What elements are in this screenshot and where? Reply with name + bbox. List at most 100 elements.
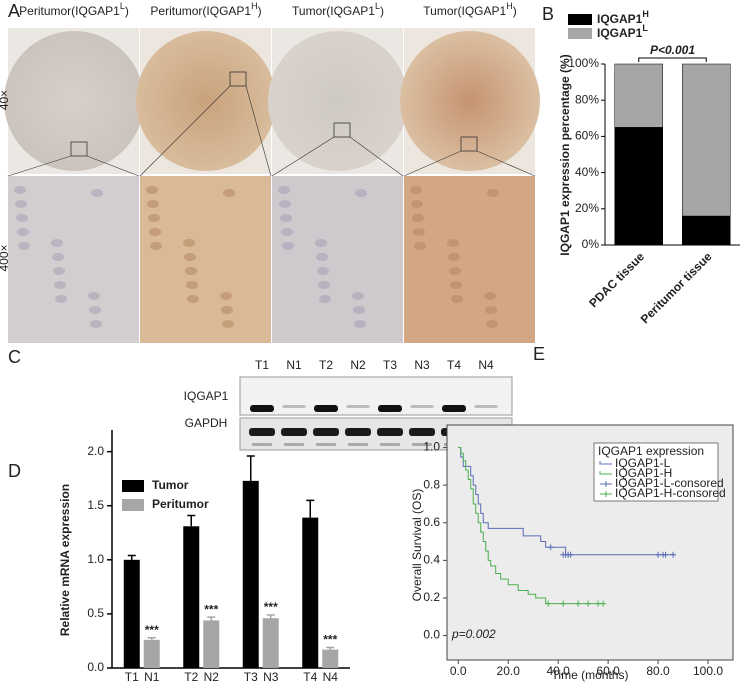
- cell-nucleus: [184, 253, 196, 261]
- blot-band: [378, 405, 402, 412]
- cell-nucleus: [410, 186, 422, 194]
- blot-band: [284, 443, 304, 446]
- magnified-tissue: [404, 176, 535, 343]
- cell-nucleus: [187, 295, 199, 303]
- legend-marker: [600, 481, 612, 487]
- x-tick-label: N3: [263, 670, 279, 684]
- cell-nucleus: [315, 239, 327, 247]
- x-tick-label: 20.0: [497, 664, 521, 678]
- zoom-line: [271, 136, 335, 177]
- cell-nucleus: [447, 239, 459, 247]
- cell-nucleus: [318, 281, 330, 289]
- zoom-box: [70, 141, 88, 157]
- bar: [203, 620, 220, 668]
- cell-nucleus: [220, 292, 232, 300]
- cell-nucleus: [354, 320, 366, 328]
- lane-label: T2: [319, 358, 333, 372]
- legend-label: IQGAP1H: [597, 9, 649, 26]
- significance-label: ***: [204, 602, 218, 616]
- cell-nucleus: [186, 281, 198, 289]
- cell-nucleus: [55, 295, 67, 303]
- blot-band: [348, 443, 368, 446]
- panel-label: D: [8, 461, 21, 481]
- lane-label: N4: [478, 358, 494, 372]
- cell-nucleus: [450, 281, 462, 289]
- row-label: 400×: [0, 244, 11, 271]
- zoom-box: [460, 136, 478, 152]
- y-axis-label: IQGAP1 expression percentage (%): [558, 54, 572, 255]
- column-title: Peritumor(IQGAP1H): [150, 1, 261, 18]
- censor-mark: [575, 600, 582, 607]
- y-tick-label: 0.5: [87, 606, 104, 620]
- x-tick-label: 100.0: [693, 664, 723, 678]
- y-tick-label: 0.6: [423, 515, 440, 529]
- blot-band: [377, 428, 403, 436]
- y-tick-label: 2.0: [87, 444, 104, 458]
- cell-nucleus: [484, 292, 496, 300]
- censor-mark: [547, 544, 554, 551]
- legend-label-part: IQGAP1: [597, 26, 643, 40]
- tissue-core: [136, 31, 276, 171]
- error-bar: [127, 554, 136, 560]
- column-title-part: ): [513, 4, 517, 18]
- x-tick-label: T4: [303, 670, 317, 684]
- significance-label: ***: [323, 633, 337, 647]
- cell-nucleus: [147, 200, 159, 208]
- blot-band: [282, 405, 306, 408]
- bar: [143, 639, 160, 668]
- cell-nucleus: [352, 292, 364, 300]
- y-tick-label: 20%: [575, 201, 599, 215]
- legend-label: IQGAP1-L: [615, 456, 671, 470]
- column-title-part: ): [380, 4, 384, 18]
- cell-nucleus: [149, 228, 161, 236]
- blot-band: [316, 443, 336, 446]
- blot-band: [412, 443, 432, 446]
- row-label: 40×: [0, 90, 11, 110]
- cell-nucleus: [414, 242, 426, 250]
- legend-swatch: [122, 499, 144, 511]
- error-bar: [187, 514, 196, 527]
- legend-marker: [600, 491, 612, 497]
- zoom-line: [349, 136, 404, 177]
- cell-nucleus: [185, 267, 197, 275]
- survival-curve: [458, 447, 676, 556]
- error-bar: [306, 499, 315, 518]
- cell-nucleus: [279, 200, 291, 208]
- cell-nucleus: [14, 186, 26, 194]
- cell-nucleus: [280, 214, 292, 222]
- cell-nucleus: [281, 228, 293, 236]
- legend-label: IQGAP1-H: [615, 466, 672, 480]
- cell-nucleus: [485, 306, 497, 314]
- y-tick-label: 1.5: [87, 498, 104, 512]
- blot-label: GAPDH: [185, 416, 228, 430]
- column-title: Tumor(IQGAP1H): [423, 1, 516, 18]
- error-bar: [326, 646, 335, 650]
- x-tick-label: 80.0: [646, 664, 670, 678]
- blot-band: [380, 443, 400, 446]
- lane-label: T3: [383, 358, 397, 372]
- bar: [123, 559, 140, 668]
- cell-nucleus: [88, 292, 100, 300]
- cell-nucleus: [223, 189, 235, 197]
- x-tick-label: T3: [244, 670, 258, 684]
- panel-label: B: [542, 4, 554, 24]
- legend-marker: [599, 471, 612, 475]
- cell-nucleus: [148, 214, 160, 222]
- x-tick-label: Peritumor tissue: [638, 249, 715, 326]
- x-tick-label: T2: [184, 670, 198, 684]
- column-title-part: L: [120, 1, 125, 11]
- zoom-box: [333, 122, 351, 138]
- tissue-core: [268, 31, 408, 171]
- panel-label: A: [8, 1, 20, 21]
- blot-band: [474, 405, 498, 408]
- column-title-part: Peritumor(IQGAP1: [150, 4, 251, 18]
- x-tick-label: 0.0: [450, 664, 467, 678]
- y-tick-label: 100%: [568, 56, 599, 70]
- tissue-core: [400, 31, 540, 171]
- cell-nucleus: [15, 200, 27, 208]
- error-bar: [207, 616, 216, 621]
- legend-swatch: [568, 14, 592, 25]
- zoom-line: [86, 155, 140, 177]
- legend-label-part: H: [642, 9, 649, 19]
